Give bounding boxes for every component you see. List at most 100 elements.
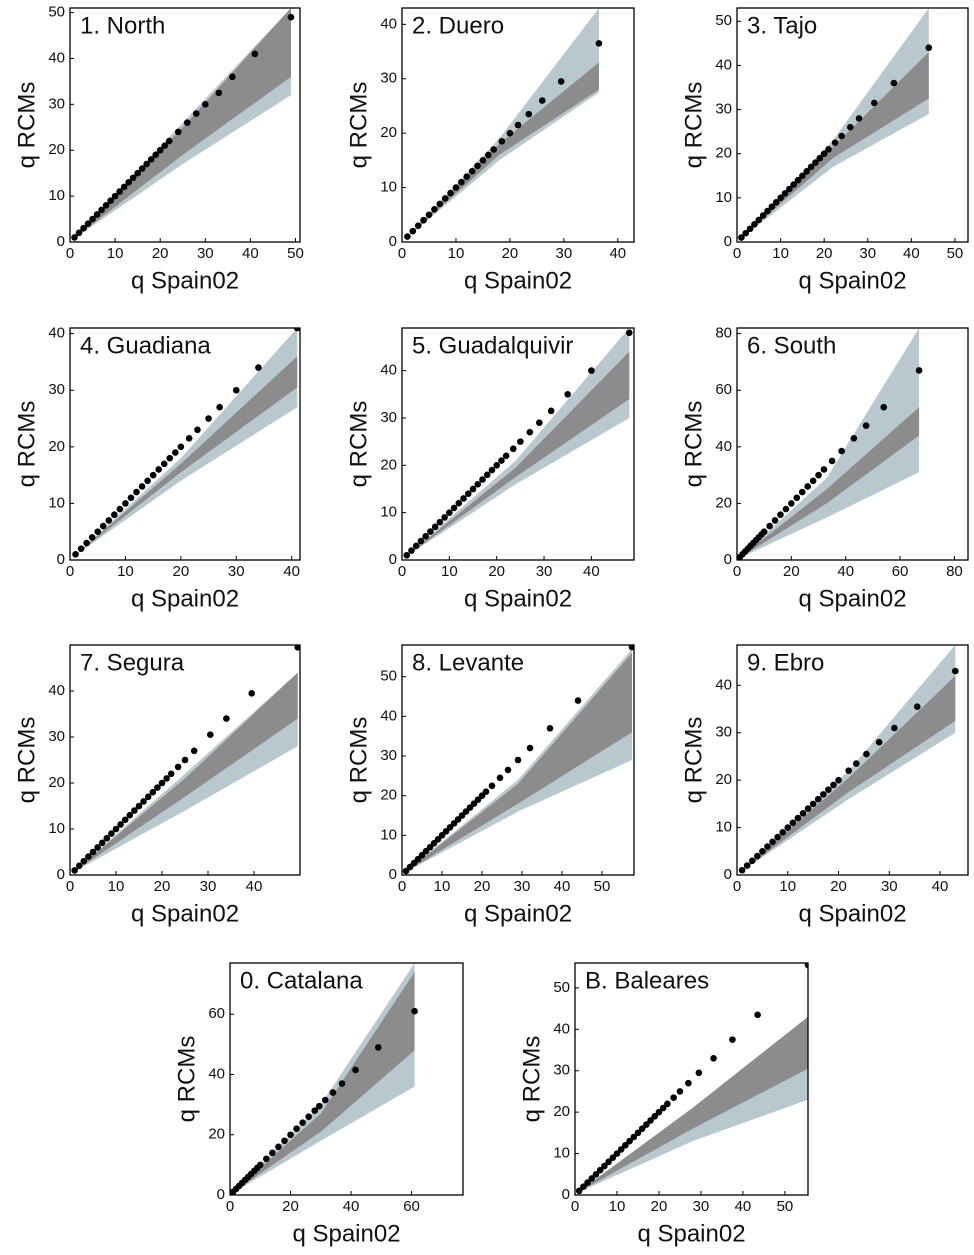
point [764,843,771,850]
point [557,78,565,85]
point [601,1162,608,1170]
point [144,477,151,485]
point [251,50,259,58]
point [794,814,802,822]
point [149,788,157,796]
x-tick-label: 30 [881,878,898,895]
point [156,146,164,154]
point [452,184,460,191]
point [72,551,79,558]
point [514,756,522,764]
point [670,1094,677,1101]
point [664,1100,671,1108]
point [85,853,92,860]
y-axis-label: q RCMs [518,1036,545,1123]
x-tick-label: 0 [398,245,406,262]
point [659,1104,667,1112]
point [596,1166,604,1174]
point [847,123,854,131]
point [915,367,923,374]
point [784,824,792,831]
x-tick-label: 20 [282,1198,299,1215]
point [766,522,773,530]
point [138,165,146,172]
point [880,403,888,411]
x-tick-label: 40 [343,1198,360,1215]
point [463,173,471,180]
point [117,821,124,828]
point [436,200,444,208]
point [223,715,230,722]
point [825,786,832,793]
point [804,483,811,490]
point [293,1125,300,1133]
band [404,648,632,874]
x-axis-label: q Spain02 [464,585,572,612]
x-tick-label: 20 [502,245,519,262]
x-tick-label: 40 [837,563,854,580]
point [269,1149,276,1157]
point [479,157,487,164]
point [116,188,123,195]
point [422,533,429,540]
y-axis-label: q RCMs [680,401,707,488]
point [564,390,572,398]
point [488,466,496,474]
point [862,422,870,429]
x-tick-label: 30 [536,563,553,580]
point [248,690,255,697]
point [409,227,417,235]
x-tick-label: 30 [514,878,531,895]
point [450,504,458,512]
point [98,839,106,847]
point [149,471,157,479]
point [804,963,808,969]
panel: 0 20 40 60 80 0 20 40 60 80 6. South q Spain02 q RCM… [680,325,969,612]
point [622,1141,629,1149]
x-axis-label: q Spain02 [292,1220,400,1247]
point [798,488,806,496]
y-tick-label: 50 [48,4,65,21]
y-axis-label: q RCMs [173,1036,200,1123]
y-tick-label: 30 [715,101,732,118]
panel-title: 9. Ebro [747,649,824,676]
x-tick-label: 30 [197,245,214,262]
point [769,838,776,846]
point [779,829,786,836]
point [925,44,933,52]
point [538,97,546,104]
point [855,115,863,122]
point [760,528,768,536]
y-tick-label: 0 [724,551,732,568]
point [759,212,767,219]
x-tick-label: 40 [283,563,300,580]
point [256,1161,264,1169]
point [408,547,415,554]
y-tick-label: 50 [380,668,397,685]
point [490,146,498,153]
point [99,522,107,530]
point [575,1187,583,1195]
band [739,8,929,240]
point [464,490,472,498]
y-tick-label: 0 [57,233,65,250]
point [414,222,422,229]
axes-frame [229,962,464,1196]
x-tick-label: 40 [932,878,949,895]
x-tick-label: 80 [946,563,963,580]
x-tick-label: 20 [816,245,833,262]
point [809,477,817,485]
point [155,466,162,473]
panel: 0 10 20 30 40 0 10 20 30 40 7. Segura q Spain02 q RC… [13,644,301,927]
panel: 0 10 20 30 40 0 10 20 30 40 2. Duero q Spain02 q RCM… [345,7,635,294]
x-tick-label: 30 [228,563,245,580]
point [771,517,779,524]
point [830,781,837,789]
point [77,545,85,552]
band [72,328,298,558]
y-tick-label: 20 [48,774,65,791]
panel-title: 3. Tajo [747,12,817,39]
y-tick-label: 40 [48,49,65,66]
x-axis-label: q Spain02 [798,267,906,294]
y-tick-label: 0 [562,1186,570,1203]
